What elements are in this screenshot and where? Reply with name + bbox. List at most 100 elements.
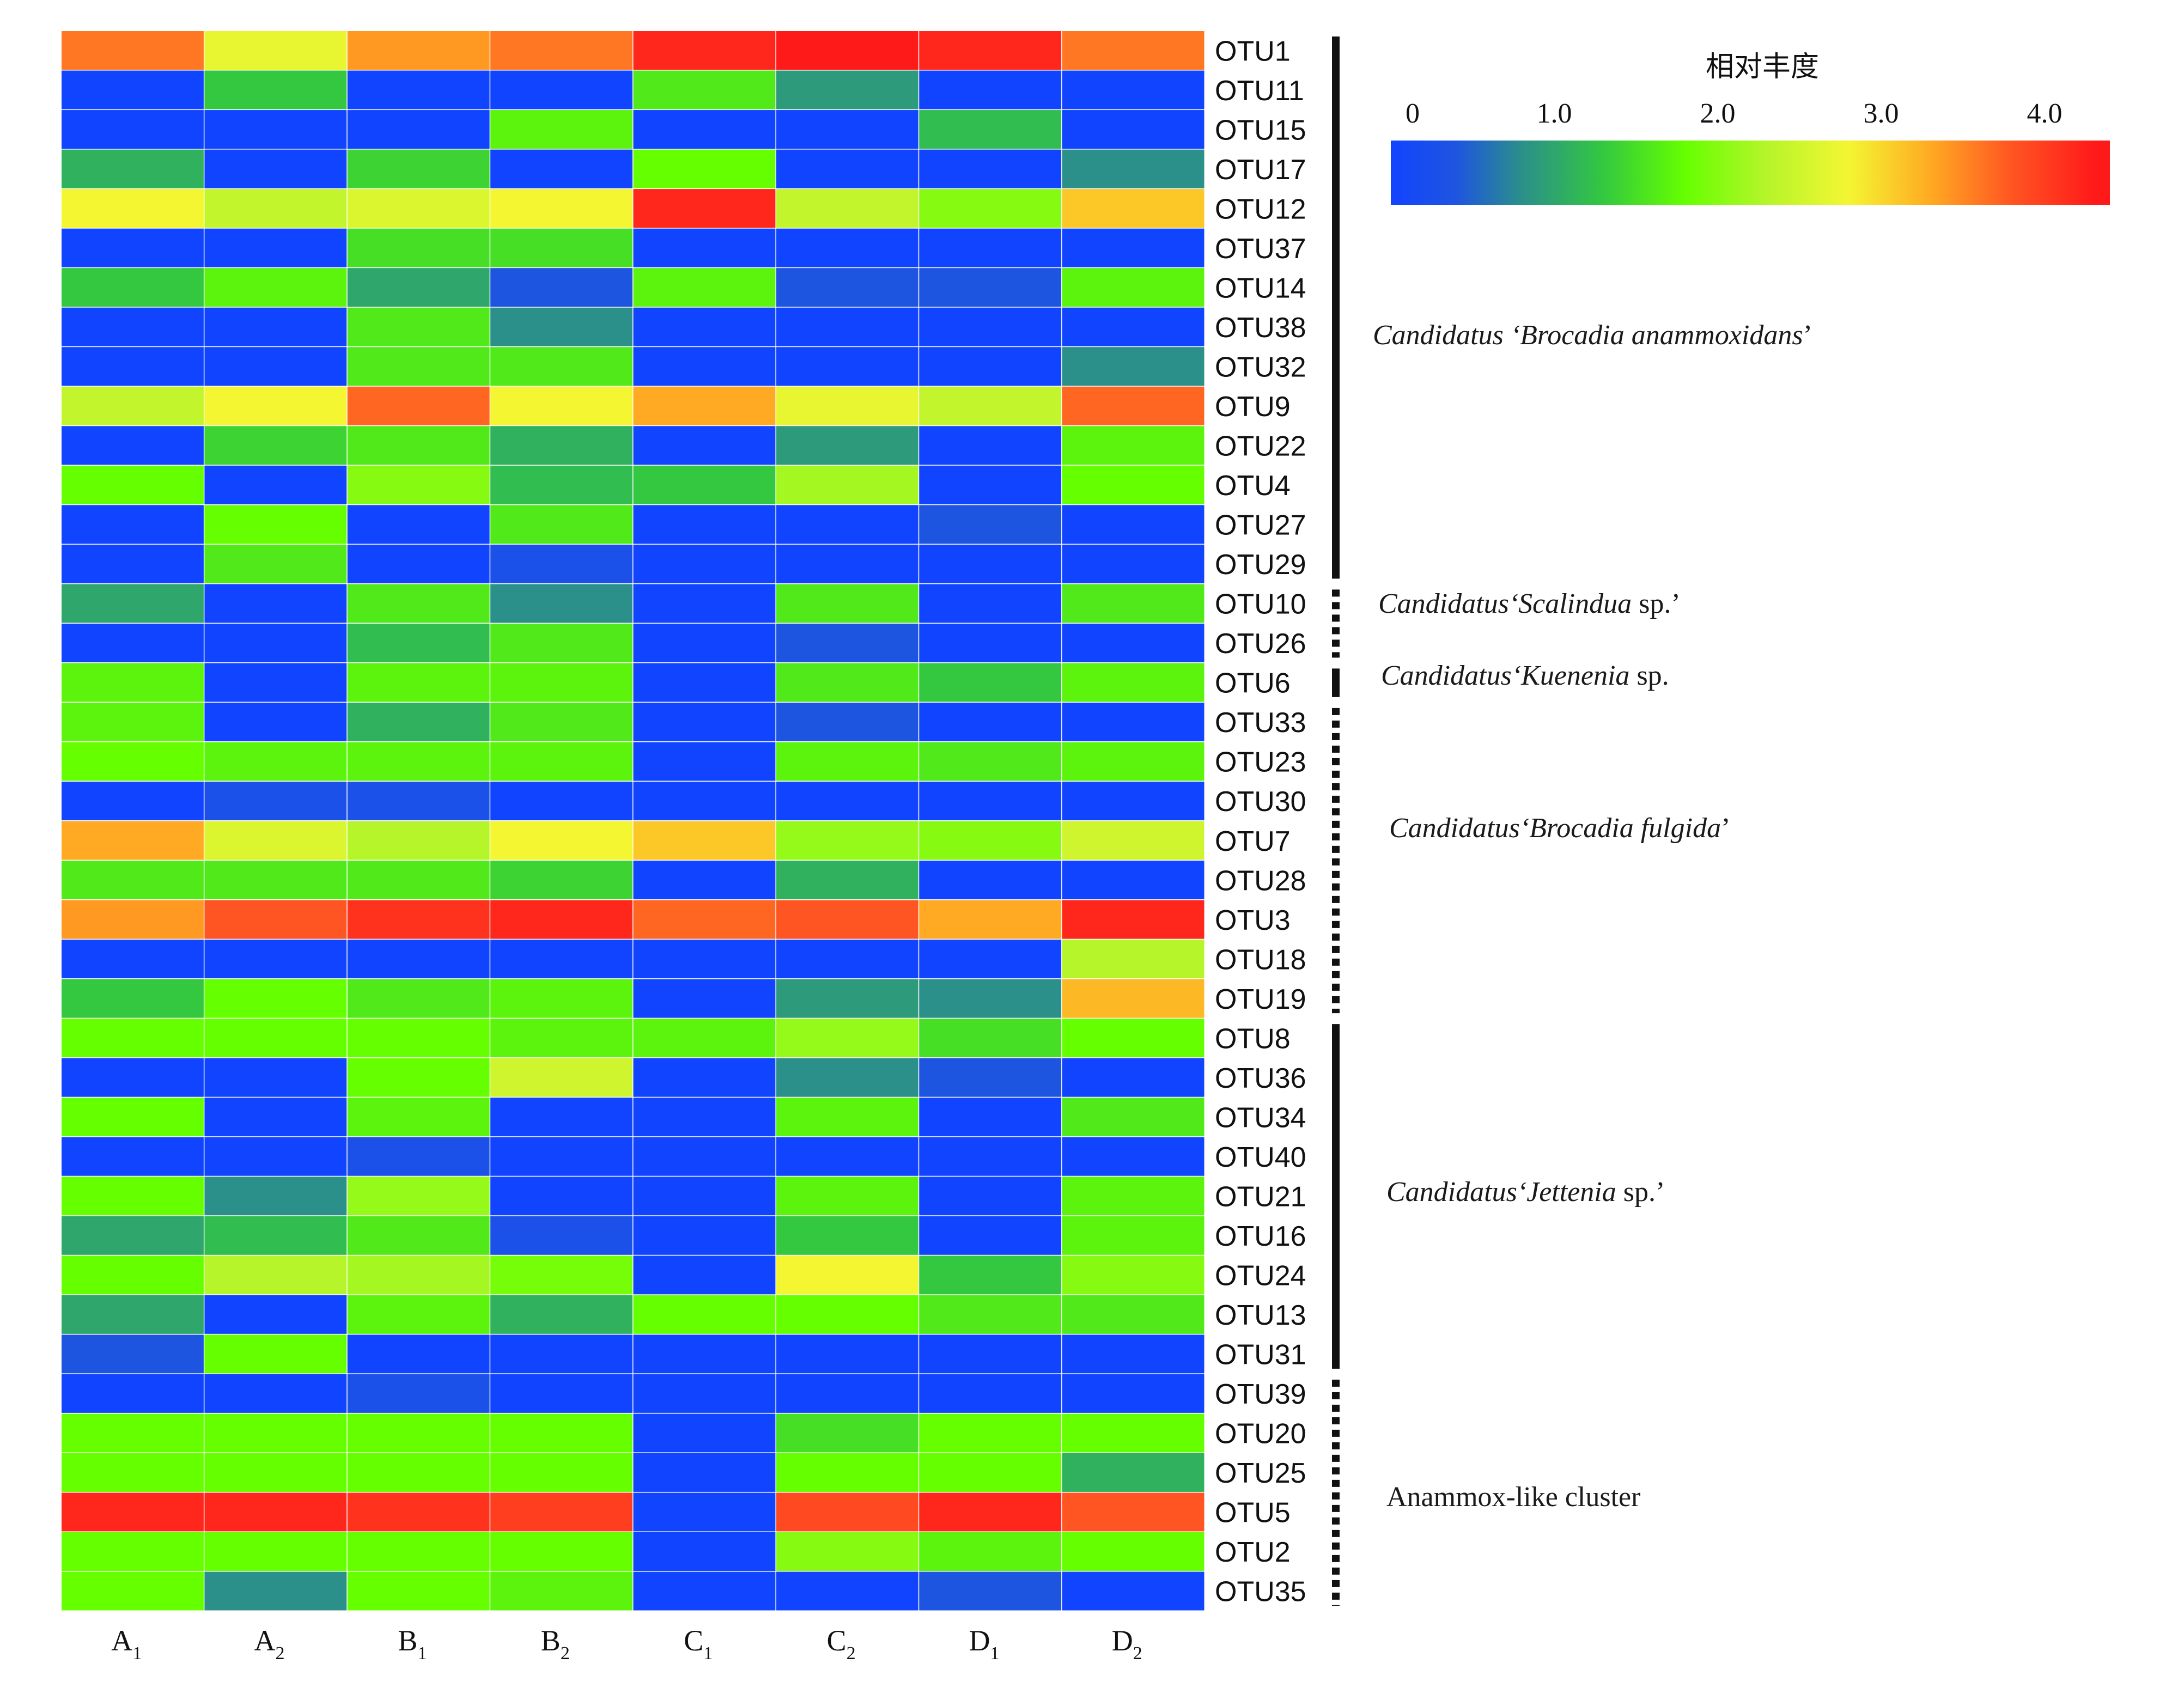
heatmap-cell-otu34-b2 bbox=[490, 1098, 633, 1137]
heatmap-cell-otu19-d2 bbox=[1062, 979, 1204, 1018]
heatmap-cell-otu36-b2 bbox=[490, 1058, 633, 1097]
heatmap-cell-otu12-a1 bbox=[62, 189, 204, 228]
heatmap-cell-otu27-d2 bbox=[1062, 505, 1204, 544]
heatmap-cell-otu17-a2 bbox=[204, 149, 347, 188]
heatmap-cell-otu38-d1 bbox=[919, 307, 1062, 346]
heatmap-cell-otu32-d1 bbox=[919, 347, 1062, 386]
heatmap-cell-otu26-b2 bbox=[490, 623, 633, 662]
heatmap-cell-otu2-a2 bbox=[204, 1532, 347, 1571]
heatmap-cell-otu15-a2 bbox=[204, 110, 347, 149]
heatmap-cell-otu3-b2 bbox=[490, 900, 633, 939]
heatmap-cell-otu9-b2 bbox=[490, 386, 633, 425]
heatmap-cell-otu5-b2 bbox=[490, 1492, 633, 1532]
heatmap-cell-otu3-d1 bbox=[919, 900, 1062, 939]
heatmap-cell-otu28-d1 bbox=[919, 861, 1062, 900]
row-label-otu31: OTU31 bbox=[1215, 1339, 1306, 1371]
heatmap-cell-otu21-c2 bbox=[776, 1177, 918, 1216]
heatmap-cell-otu12-d2 bbox=[1062, 189, 1204, 228]
heatmap-cell-otu2-b1 bbox=[347, 1532, 490, 1571]
heatmap-cell-otu26-a2 bbox=[204, 623, 347, 662]
heatmap-cell-otu29-c1 bbox=[633, 544, 776, 583]
heatmap-cell-otu7-c2 bbox=[776, 821, 918, 860]
row-label-otu26: OTU26 bbox=[1215, 628, 1306, 660]
row-label-otu6: OTU6 bbox=[1215, 668, 1291, 699]
heatmap-cell-otu34-c2 bbox=[776, 1098, 918, 1137]
heatmap-cell-otu6-d2 bbox=[1062, 663, 1204, 702]
column-label-a2: A2 bbox=[254, 1624, 285, 1663]
row-label-otu35: OTU35 bbox=[1215, 1576, 1306, 1608]
heatmap-cell-otu25-d2 bbox=[1062, 1453, 1204, 1492]
heatmap-cell-otu13-d2 bbox=[1062, 1295, 1204, 1334]
heatmap-cell-otu26-c2 bbox=[776, 623, 918, 662]
group-label-6: Anammox-like cluster bbox=[1386, 1482, 1640, 1513]
heatmap-cell-otu35-c2 bbox=[776, 1571, 918, 1611]
heatmap-cell-otu22-a1 bbox=[62, 426, 204, 465]
heatmap-cell-otu40-d2 bbox=[1062, 1137, 1204, 1176]
heatmap-cell-otu30-d2 bbox=[1062, 781, 1204, 821]
heatmap-cell-otu26-d1 bbox=[919, 623, 1062, 662]
heatmap-cell-otu40-c2 bbox=[776, 1137, 918, 1176]
heatmap-cell-otu1-d2 bbox=[1062, 31, 1204, 70]
heatmap-cell-otu35-d2 bbox=[1062, 1571, 1204, 1611]
heatmap-cell-otu17-c1 bbox=[633, 149, 776, 188]
colorbar-tick-4: 4.0 bbox=[2027, 98, 2063, 129]
heatmap-cell-otu7-a2 bbox=[204, 821, 347, 860]
row-label-otu34: OTU34 bbox=[1215, 1102, 1306, 1133]
heatmap-cell-otu20-c1 bbox=[633, 1413, 776, 1453]
row-label-otu18: OTU18 bbox=[1215, 944, 1306, 976]
heatmap-cell-otu11-b2 bbox=[490, 70, 633, 109]
heatmap-cell-otu22-c2 bbox=[776, 426, 918, 465]
heatmap-cell-otu1-a2 bbox=[204, 31, 347, 70]
row-label-otu11: OTU11 bbox=[1215, 75, 1304, 107]
heatmap-cell-otu21-b2 bbox=[490, 1177, 633, 1216]
heatmap-cell-otu3-d2 bbox=[1062, 900, 1204, 939]
heatmap-cell-otu10-c2 bbox=[776, 584, 918, 623]
heatmap-cell-otu34-d2 bbox=[1062, 1098, 1204, 1137]
heatmap-cell-otu32-b1 bbox=[347, 347, 490, 386]
heatmap-cell-otu35-b1 bbox=[347, 1571, 490, 1611]
heatmap-cell-otu27-c2 bbox=[776, 505, 918, 544]
heatmap-cell-otu6-c2 bbox=[776, 663, 918, 702]
heatmap-cell-otu24-b2 bbox=[490, 1256, 633, 1295]
row-label-otu9: OTU9 bbox=[1215, 391, 1291, 423]
row-label-otu19: OTU19 bbox=[1215, 984, 1306, 1015]
heatmap-cell-otu29-b2 bbox=[490, 544, 633, 583]
heatmap-cell-otu39-c2 bbox=[776, 1374, 918, 1413]
heatmap-cell-otu33-b1 bbox=[347, 702, 490, 741]
heatmap-cell-otu8-c2 bbox=[776, 1019, 918, 1058]
heatmap-cell-otu20-a1 bbox=[62, 1413, 204, 1453]
colorbar-title: 相对丰度 bbox=[1706, 51, 1819, 83]
heatmap-cell-otu2-c1 bbox=[633, 1532, 776, 1571]
heatmap-cell-otu23-c2 bbox=[776, 742, 918, 781]
heatmap-cell-otu1-c1 bbox=[633, 31, 776, 70]
row-label-otu29: OTU29 bbox=[1215, 549, 1306, 581]
heatmap-cell-otu31-c1 bbox=[633, 1334, 776, 1374]
colorbar-tick-1: 1.0 bbox=[1537, 98, 1572, 129]
colorbar-gradient bbox=[1391, 141, 2110, 205]
row-label-otu25: OTU25 bbox=[1215, 1458, 1306, 1489]
heatmap-cell-otu31-c2 bbox=[776, 1334, 918, 1374]
heatmap-cell-otu2-a1 bbox=[62, 1532, 204, 1571]
heatmap-cell-otu33-a1 bbox=[62, 702, 204, 741]
heatmap-cell-otu9-d1 bbox=[919, 386, 1062, 425]
heatmap-cell-otu24-d1 bbox=[919, 1256, 1062, 1295]
heatmap-cell-otu33-d2 bbox=[1062, 702, 1204, 741]
heatmap-cell-otu6-a1 bbox=[62, 663, 204, 702]
row-label-otu33: OTU33 bbox=[1215, 707, 1306, 739]
row-labels: OTU1 OTU11 OTU15 OTU17 OTU12 OTU37 OTU14 OTU38 O… bbox=[1215, 35, 1306, 1607]
heatmap-cell-otu31-a2 bbox=[204, 1334, 347, 1374]
heatmap-cell-otu33-a2 bbox=[204, 702, 347, 741]
heatmap-cell-otu34-a2 bbox=[204, 1098, 347, 1137]
heatmap-cell-otu19-b2 bbox=[490, 979, 633, 1018]
heatmap-cell-otu40-b2 bbox=[490, 1137, 633, 1176]
heatmap-cell-otu25-b1 bbox=[347, 1453, 490, 1492]
heatmap-cell-otu24-c2 bbox=[776, 1256, 918, 1295]
heatmap-cell-otu15-c2 bbox=[776, 110, 918, 149]
heatmap-cell-otu21-a1 bbox=[62, 1177, 204, 1216]
heatmap-cell-otu16-c2 bbox=[776, 1216, 918, 1255]
heatmap-cell-otu32-a1 bbox=[62, 347, 204, 386]
heatmap-cell-otu7-b2 bbox=[490, 821, 633, 860]
row-label-otu32: OTU32 bbox=[1215, 351, 1306, 383]
colorbar-tick-2: 2.0 bbox=[1700, 98, 1736, 129]
heatmap-cell-otu32-c2 bbox=[776, 347, 918, 386]
